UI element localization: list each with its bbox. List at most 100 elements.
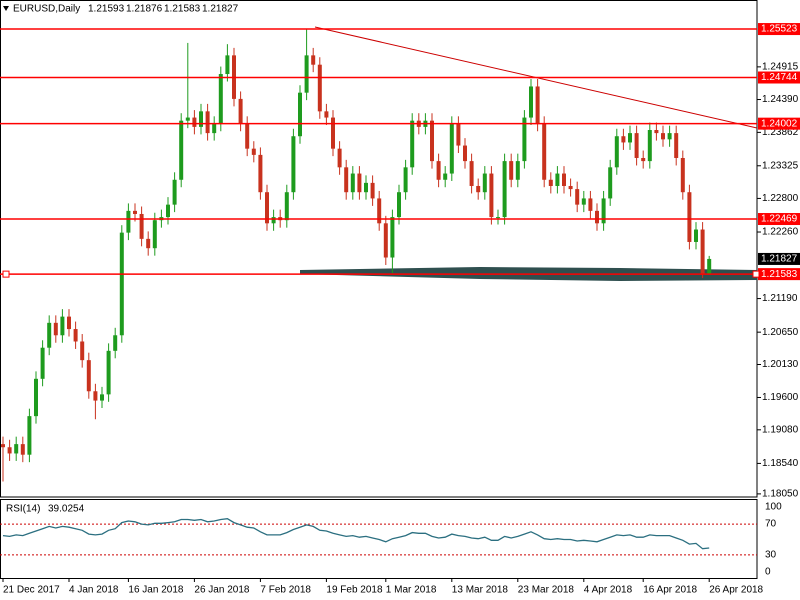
candle-body: [146, 238, 151, 249]
candle-body: [390, 217, 395, 258]
candle-body: [1, 444, 5, 448]
level-label-box: [758, 23, 800, 36]
candle-body: [601, 198, 606, 224]
candle-body: [449, 123, 454, 174]
candle-body: [700, 229, 705, 274]
candle-body: [647, 130, 652, 162]
candle-body: [47, 322, 52, 348]
candle-body: [436, 161, 441, 180]
candle-body: [126, 210, 131, 233]
candle-body: [535, 86, 540, 124]
candle-body: [73, 329, 78, 342]
level-label-box: [758, 268, 800, 281]
level-label: 1.24744: [761, 72, 798, 83]
candle-body: [40, 347, 45, 379]
candle-body: [357, 173, 362, 193]
candle-body: [522, 117, 527, 162]
candle-body: [581, 198, 586, 205]
candle-body: [7, 447, 12, 454]
level-label-box: [758, 71, 800, 84]
candle-body: [707, 258, 712, 274]
candle-body: [205, 111, 210, 134]
candle-body: [430, 120, 434, 162]
candle-body: [185, 117, 190, 121]
candle-body: [575, 189, 580, 205]
y-tick-label: 1.20130: [762, 359, 799, 370]
candle-body: [60, 316, 65, 336]
candle-body: [291, 136, 296, 193]
level-handle: [2, 270, 10, 278]
candle-body: [377, 198, 382, 224]
candle-body: [113, 335, 118, 351]
candle-body: [496, 217, 500, 219]
candle-body: [304, 55, 309, 93]
candle-body: [119, 232, 124, 336]
candle-body: [595, 210, 599, 224]
y-tick-label: 1.18050: [762, 489, 799, 500]
x-tick-label: 19 Feb 2018: [326, 585, 383, 596]
level-label: 1.24002: [761, 118, 798, 129]
candle-body: [86, 360, 91, 392]
price-box: [758, 252, 800, 265]
candle-body: [100, 394, 104, 401]
ohlc-high: 1.21876: [126, 4, 163, 15]
candle-body: [568, 185, 573, 190]
y-tick-label: 1.23325: [762, 160, 799, 171]
candle-body: [515, 161, 520, 180]
candle-body: [489, 173, 494, 218]
candle-body: [251, 148, 256, 155]
y-tick-label: 1.22260: [762, 227, 799, 238]
candle-body: [509, 161, 514, 180]
rsi-tick-label: 30: [765, 550, 777, 561]
rsi-tick-label: 0: [765, 567, 771, 578]
candle-body: [106, 350, 111, 395]
y-tick-label: 1.21190: [762, 293, 798, 304]
candle-body: [654, 130, 659, 134]
candle-body: [337, 148, 342, 168]
candle-body: [674, 133, 679, 158]
current-price: 1.21827: [761, 254, 798, 265]
candle-body: [350, 173, 355, 193]
symbol-arrow: [3, 6, 9, 11]
candle-body: [588, 198, 593, 211]
level-handle: [752, 270, 760, 278]
candle-body: [562, 173, 566, 186]
candle-body: [542, 123, 547, 180]
candle-body: [621, 136, 626, 143]
x-tick-label: 23 Mar 2018: [518, 585, 575, 596]
x-tick-label: 16 Apr 2018: [643, 585, 697, 596]
ohlc-low: 1.21583: [164, 4, 201, 15]
rsi-label: RSI(14): [6, 504, 40, 515]
candle-body: [67, 316, 71, 330]
plot-layer: 1.24915 1.24390 1.23862 1.23325 1.22800 1.222…: [0, 28, 799, 578]
level-label: 1.22469: [761, 214, 798, 225]
x-tick-label: 26 Jan 2018: [194, 585, 249, 596]
candle-body: [608, 167, 613, 199]
level-label: 1.25523: [761, 24, 798, 35]
candle-body: [397, 192, 401, 218]
candle-body: [317, 64, 322, 112]
x-tick-label: 4 Jan 2018: [69, 585, 119, 596]
candle-body: [443, 173, 448, 180]
rsi-tick-label: 100: [765, 502, 782, 513]
candle-body: [20, 444, 25, 455]
candle-body: [139, 213, 144, 239]
candle-body: [628, 133, 632, 143]
candle-body: [212, 123, 217, 134]
rsi-tick-label: 70: [765, 519, 777, 530]
candle-body: [555, 173, 560, 186]
candle-body: [331, 117, 335, 149]
candle-body: [482, 173, 487, 193]
candle-body: [456, 123, 461, 146]
candle-body: [410, 120, 415, 168]
candle-body: [463, 145, 467, 162]
ohlc-close: 1.21827: [202, 4, 239, 15]
y-tick-label: 1.22800: [762, 193, 799, 204]
candle-body: [245, 123, 250, 149]
candle-body: [218, 74, 223, 124]
candle-body: [694, 229, 698, 242]
level-label-box: [758, 117, 800, 130]
candle-body: [225, 55, 230, 75]
x-tick-label: 16 Jan 2018: [128, 585, 183, 596]
candle-body: [667, 133, 672, 140]
